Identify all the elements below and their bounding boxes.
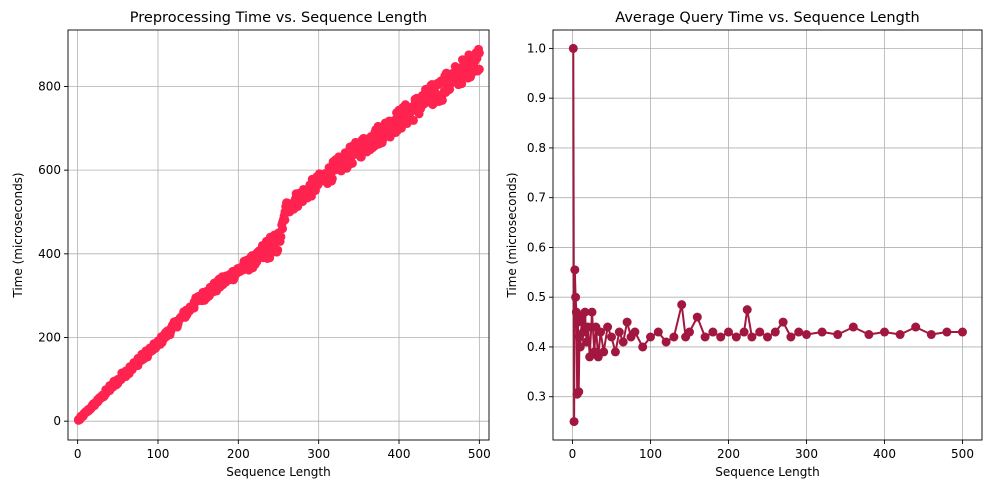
- data-point: [570, 417, 579, 426]
- data-point: [818, 328, 827, 337]
- data-point: [669, 333, 678, 342]
- data-point: [574, 387, 583, 396]
- y-tick-label: 0.9: [527, 91, 546, 105]
- y-axis-label: Time (microseconds): [505, 172, 519, 298]
- x-axis-label: Sequence Length: [715, 465, 819, 479]
- data-point: [276, 232, 285, 241]
- x-tick-label: 0: [74, 447, 82, 461]
- data-point: [472, 54, 481, 63]
- data-point: [802, 330, 811, 339]
- data-point: [864, 330, 873, 339]
- data-point: [927, 330, 936, 339]
- data-point: [693, 313, 702, 322]
- data-point: [280, 215, 289, 224]
- data-point: [615, 328, 624, 337]
- data-point: [724, 328, 733, 337]
- data-point: [328, 174, 337, 183]
- x-tick-label: 300: [795, 447, 818, 461]
- data-point: [740, 328, 749, 337]
- data-point: [896, 330, 905, 339]
- data-point: [677, 300, 686, 309]
- data-point: [662, 337, 671, 346]
- data-point: [747, 333, 756, 342]
- data-point: [708, 328, 717, 337]
- x-axis-label: Sequence Length: [226, 465, 330, 479]
- data-point: [607, 333, 616, 342]
- data-point: [755, 328, 764, 337]
- x-tick-label: 200: [717, 447, 740, 461]
- data-point: [911, 323, 920, 332]
- data-point: [599, 347, 608, 356]
- data-point: [582, 337, 591, 346]
- y-tick-label: 200: [38, 331, 61, 345]
- y-tick-label: 0.7: [527, 191, 546, 205]
- data-point: [849, 323, 858, 332]
- data-point: [732, 333, 741, 342]
- data-point: [348, 159, 357, 168]
- data-point: [685, 328, 694, 337]
- data-point: [743, 305, 752, 314]
- data-point: [763, 333, 772, 342]
- y-tick-label: 0.8: [527, 141, 546, 155]
- y-tick-label: 600: [38, 163, 61, 177]
- x-tick-label: 100: [639, 447, 662, 461]
- chart-title: Preprocessing Time vs. Sequence Length: [130, 10, 427, 26]
- data-point: [570, 265, 579, 274]
- x-tick-label: 500: [951, 447, 974, 461]
- y-tick-label: 800: [38, 79, 61, 93]
- data-point: [716, 333, 725, 342]
- y-tick-label: 1.0: [527, 41, 546, 55]
- x-tick-label: 400: [873, 447, 896, 461]
- data-point: [571, 293, 580, 302]
- y-tick-label: 0.5: [527, 290, 546, 304]
- data-point: [438, 96, 447, 105]
- y-tick-label: 0: [53, 414, 61, 428]
- data-point: [701, 333, 710, 342]
- chart-title: Average Query Time vs. Sequence Length: [615, 10, 919, 26]
- data-point: [569, 44, 578, 53]
- y-tick-label: 0.6: [527, 240, 546, 254]
- x-tick-label: 400: [388, 447, 411, 461]
- y-axis-label: Time (microseconds): [11, 172, 25, 298]
- x-tick-label: 0: [569, 447, 577, 461]
- data-point: [584, 323, 593, 332]
- x-tick-label: 200: [227, 447, 250, 461]
- data-point: [611, 347, 620, 356]
- y-tick-label: 0.4: [527, 340, 546, 354]
- data-point: [623, 318, 632, 327]
- data-point: [654, 328, 663, 337]
- data-point: [603, 323, 612, 332]
- x-tick-label: 500: [468, 447, 491, 461]
- data-point: [474, 45, 483, 54]
- data-point: [273, 246, 282, 255]
- data-point: [880, 328, 889, 337]
- data-point: [619, 337, 628, 346]
- data-point: [786, 333, 795, 342]
- data-point: [630, 328, 639, 337]
- y-tick-label: 400: [38, 247, 61, 261]
- y-tick-label: 0.3: [527, 390, 546, 404]
- data-point: [794, 328, 803, 337]
- data-point: [942, 328, 951, 337]
- data-point: [779, 318, 788, 327]
- data-point: [833, 330, 842, 339]
- data-point: [958, 328, 967, 337]
- data-point: [638, 342, 647, 351]
- data-point: [771, 328, 780, 337]
- data-point: [588, 308, 597, 317]
- x-tick-label: 100: [147, 447, 170, 461]
- data-point: [646, 333, 655, 342]
- data-point: [475, 65, 484, 74]
- x-tick-label: 300: [307, 447, 330, 461]
